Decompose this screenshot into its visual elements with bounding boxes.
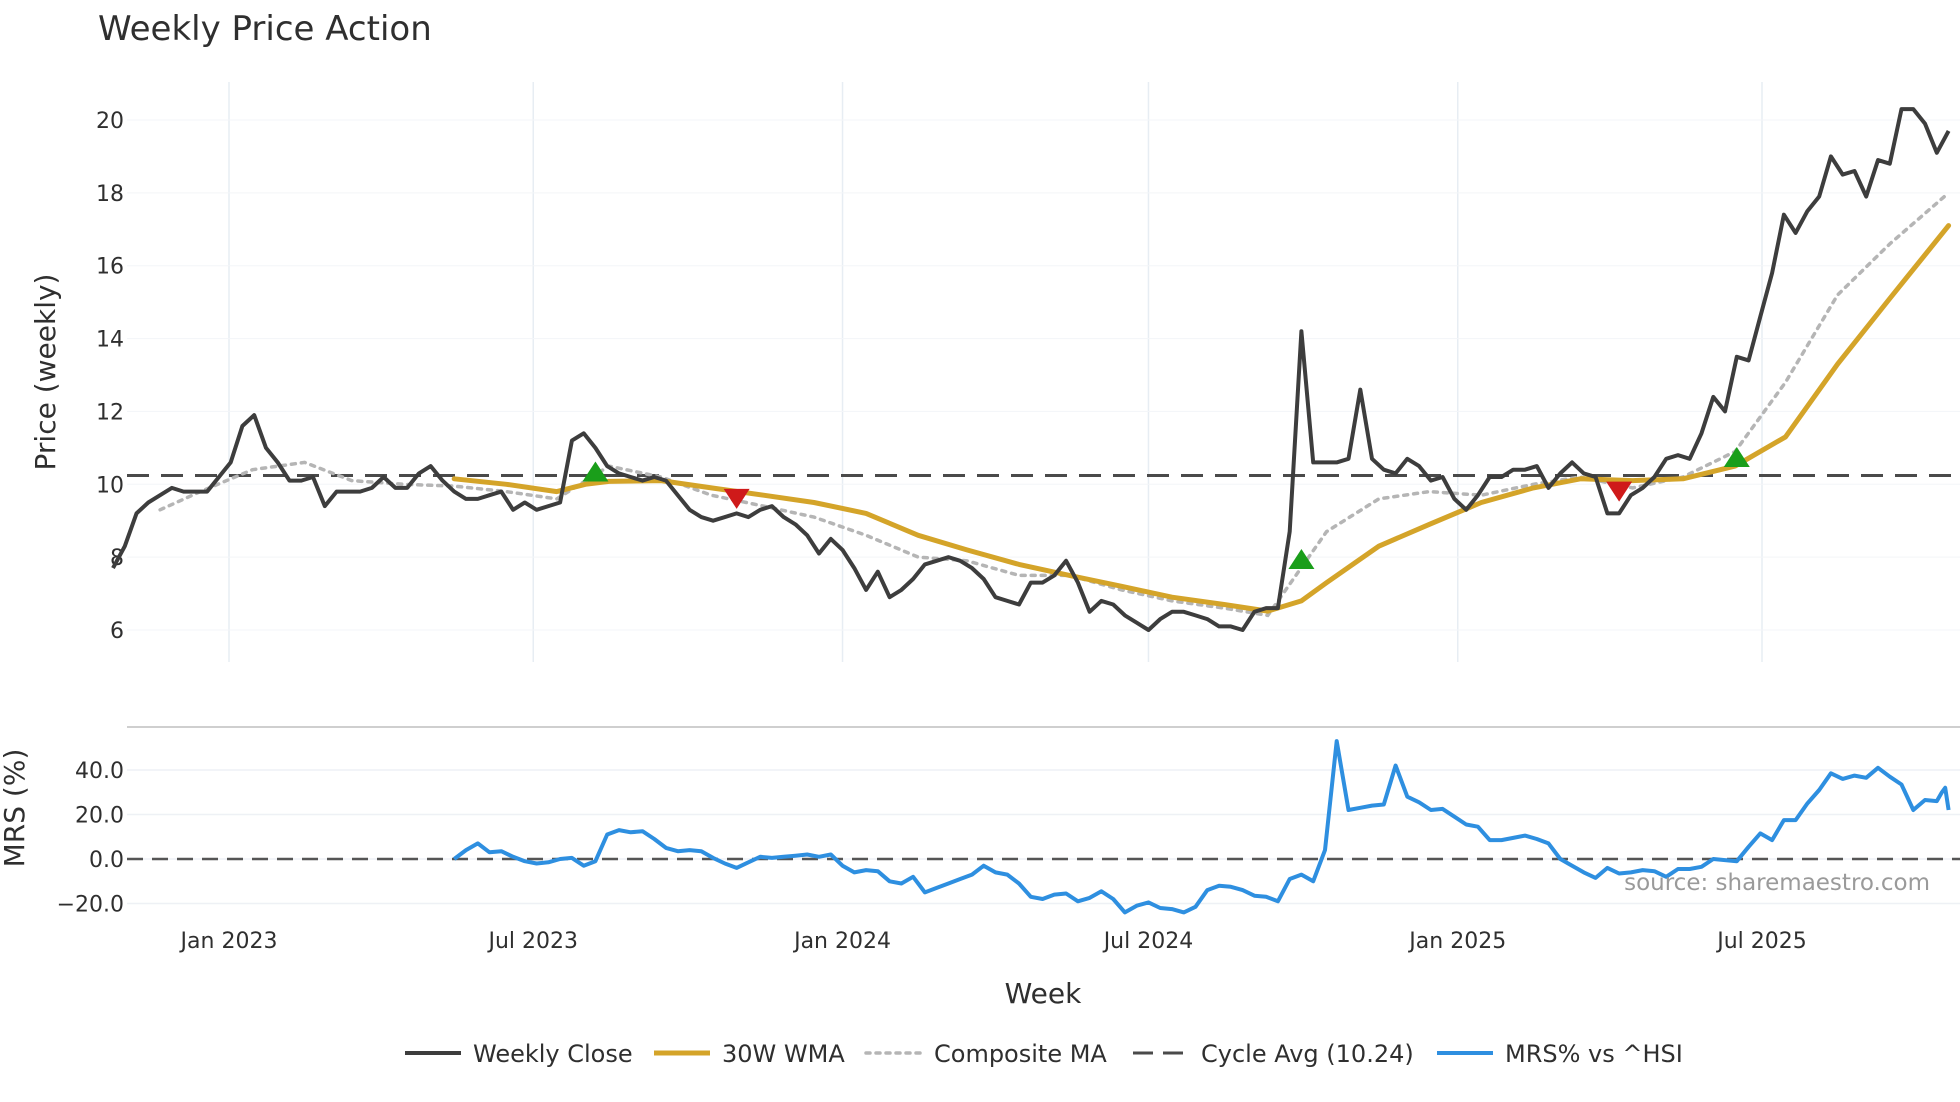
x-tick-label: Jul 2023	[486, 929, 578, 954]
legend-label: Cycle Avg (10.24)	[1201, 1040, 1414, 1068]
price-y-tick-label: 6	[110, 619, 124, 644]
weekly-close-line	[111, 107, 1951, 632]
mrs-y-tick-label: 0.0	[89, 848, 124, 873]
mrs-y-tick-label: −20.0	[57, 893, 124, 918]
price-y-tick-label: 18	[96, 182, 124, 207]
mrs-y-axis-label: MRS (%)	[0, 749, 31, 868]
signal-down-marker	[1606, 481, 1633, 502]
signal-up-marker	[582, 461, 609, 482]
mrs-y-tick-label: 40.0	[75, 759, 124, 784]
legend-item: Weekly Close	[405, 1040, 633, 1068]
mrs-y-ticks: 40.0 20.0 0.0 −20.0	[57, 759, 124, 918]
price-y-tick-label: 16	[96, 255, 124, 280]
x-tick-label: Jan 2024	[792, 929, 891, 954]
legend-item: Cycle Avg (10.24)	[1133, 1040, 1414, 1068]
price-gridlines	[127, 82, 1960, 662]
price-y-axis-label: Price (weekly)	[29, 274, 62, 471]
x-tick-label: Jan 2025	[1407, 929, 1506, 954]
mrs-y-tick-label: 20.0	[75, 804, 124, 829]
x-axis-ticks: Jan 2023 Jul 2023 Jan 2024 Jul 2024 Jan 2025…	[179, 929, 1807, 954]
price-y-tick-label: 12	[96, 400, 124, 425]
composite-ma-line	[158, 191, 1951, 618]
legend-label: MRS% vs ^HSI	[1505, 1040, 1683, 1068]
source-note: source: sharemaestro.com	[1624, 870, 1930, 896]
chart-title: Weekly Price Action	[98, 9, 432, 49]
x-axis-label: Week	[1005, 977, 1082, 1010]
legend-item: MRS% vs ^HSI	[1437, 1040, 1683, 1068]
mrs-line	[452, 739, 1951, 915]
legend-label: 30W WMA	[722, 1040, 845, 1068]
signal-markers	[582, 446, 1750, 569]
signal-up-marker	[1723, 446, 1750, 467]
x-tick-label: Jul 2024	[1102, 929, 1194, 954]
price-y-tick-label: 10	[96, 473, 124, 498]
signal-down-marker	[723, 488, 750, 509]
wma-30w-line	[451, 223, 1952, 614]
legend-item: Composite MA	[864, 1040, 1107, 1068]
x-tick-label: Jan 2023	[179, 929, 278, 954]
legend: Weekly Close 30W WMA Composite MA Cycle Avg…	[405, 1040, 1683, 1068]
legend-label: Composite MA	[934, 1040, 1107, 1068]
price-y-tick-label: 20	[96, 109, 124, 134]
price-y-tick-label: 14	[96, 328, 124, 353]
x-tick-label: Jul 2025	[1715, 929, 1807, 954]
signal-up-marker	[1288, 548, 1315, 569]
legend-item: 30W WMA	[654, 1040, 845, 1068]
legend-label: Weekly Close	[473, 1040, 633, 1068]
